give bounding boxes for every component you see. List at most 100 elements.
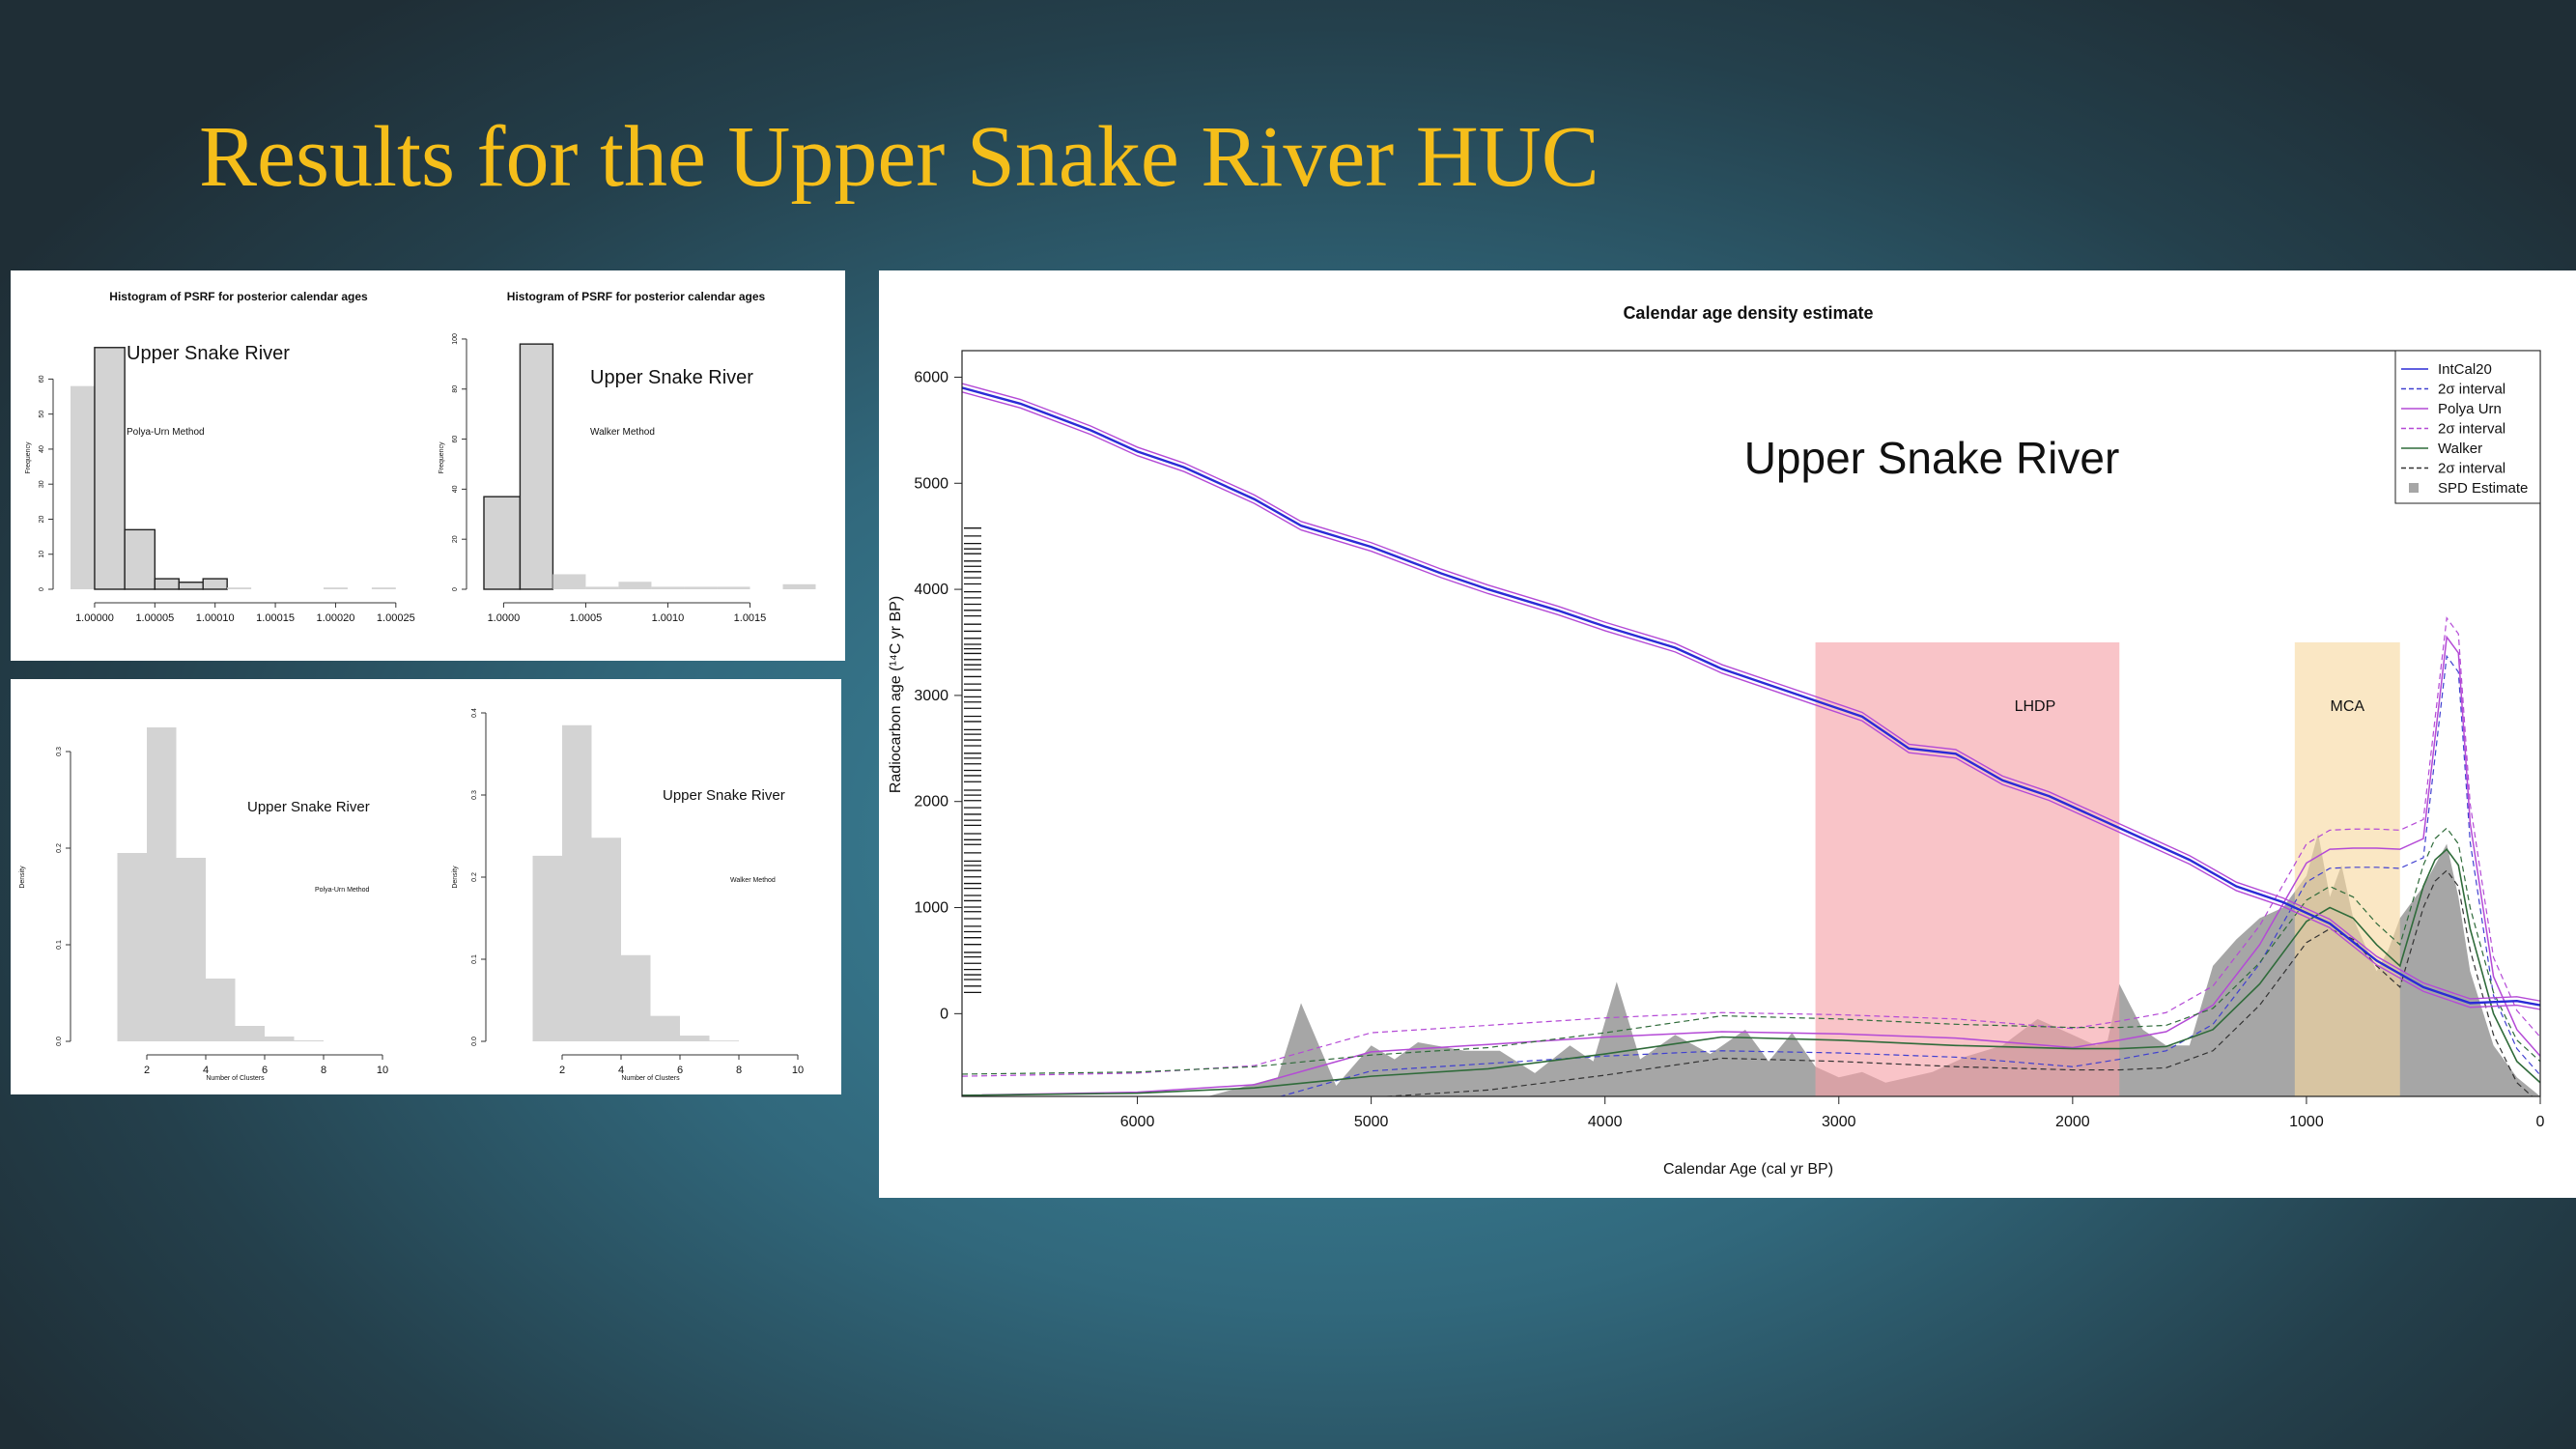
histogram-bar	[650, 1015, 680, 1041]
y-tick-label: 5000	[914, 475, 948, 492]
histogram-bar	[532, 855, 562, 1041]
histogram-bar	[552, 574, 586, 589]
y-axis-label: Density	[19, 866, 26, 889]
x-axis-label: Number of Clusters	[621, 1075, 680, 1082]
x-tick-label: 4	[203, 1065, 209, 1076]
y-tick-label: 0.1	[56, 940, 63, 950]
histogram-bar	[206, 979, 236, 1041]
histogram-bar	[294, 1040, 324, 1041]
histogram-bar	[709, 1040, 739, 1041]
x-tick-label: 1.00010	[196, 612, 235, 624]
y-tick-label: 40	[39, 445, 45, 453]
x-tick-label: 1.0005	[570, 612, 603, 624]
histogram-bar	[71, 385, 95, 589]
histogram-bar	[591, 838, 621, 1041]
river-label: Upper Snake River	[247, 799, 370, 815]
y-tick-label: 40	[452, 485, 459, 493]
histogram-bar	[483, 496, 522, 590]
legend-entry: IntCal20	[2438, 361, 2492, 378]
y-axis-label: Frequency	[439, 441, 445, 474]
y-tick-label: 50	[39, 411, 45, 418]
legend-entry: SPD Estimate	[2438, 480, 2528, 497]
psrf-histograms: Histogram of PSRF for posterior calendar…	[25, 290, 816, 624]
histogram-bar	[782, 583, 816, 589]
period-label-mca: MCA	[2331, 698, 2365, 715]
x-tick-label: 3000	[1822, 1114, 1856, 1130]
y-tick-label: 2000	[914, 794, 948, 810]
x-tick-label: 1000	[2289, 1114, 2324, 1130]
y-tick-label: 60	[39, 375, 45, 383]
y-tick-label: 100	[452, 333, 459, 345]
histogram-bar	[265, 1037, 295, 1041]
x-tick-label: 1.0015	[734, 612, 767, 624]
calendar-age-density-chart: Calendar age density estimate LHDP MCA 0 100…	[888, 303, 2545, 1178]
histogram-bar	[235, 1026, 265, 1041]
polya-interval-upper	[962, 616, 2540, 1077]
river-label: Upper Snake River	[663, 787, 785, 804]
intcal-interval-upper	[962, 383, 2540, 1002]
intcal-interval-lower	[962, 391, 2540, 1010]
method-label: Walker Method	[730, 877, 776, 884]
x-tick-label: 6	[262, 1065, 268, 1076]
river-label: Upper Snake River	[127, 343, 290, 364]
y-tick-label: 0.3	[56, 747, 63, 756]
x-tick-label: 8	[736, 1065, 742, 1076]
histogram-bar	[717, 586, 750, 589]
histogram-bar	[684, 586, 718, 589]
y-tick-label: 6000	[914, 369, 948, 385]
x-tick-label: 10	[377, 1065, 388, 1076]
y-tick-label: 0	[940, 1006, 948, 1022]
x-tick-label: 1.0010	[652, 612, 685, 624]
x-tick-label: 2	[559, 1065, 565, 1076]
y-axis-label: Density	[452, 866, 459, 889]
x-tick-label: 0	[2536, 1114, 2545, 1130]
histogram-bar	[154, 578, 180, 590]
y-tick-label: 0.2	[56, 843, 63, 853]
y-tick-label: 60	[452, 436, 459, 443]
y-tick-label: 20	[39, 515, 45, 523]
y-tick-label: 0.2	[471, 872, 478, 882]
y-tick-label: 3000	[914, 688, 948, 704]
method-label: Polya-Urn Method	[315, 887, 370, 894]
histogram-bar	[680, 1036, 710, 1041]
histogram-title: Histogram of PSRF for posterior calendar…	[507, 290, 766, 303]
x-tick-label: 5000	[1354, 1114, 1389, 1130]
histogram-bar	[519, 343, 554, 590]
legend-entry: Polya Urn	[2438, 401, 2502, 417]
histogram-bar	[124, 528, 156, 590]
psrf-histograms-panel: Histogram of PSRF for posterior calendar…	[11, 270, 845, 661]
legend-entry: Walker	[2438, 440, 2482, 457]
histogram-title: Histogram of PSRF for posterior calendar…	[109, 290, 368, 303]
x-tick-label: 1.00020	[317, 612, 355, 624]
intcal20-line	[962, 386, 2540, 1007]
cluster-histograms: 0.0 0.1 0.2 0.3 Density 2 4 6 8 10 Number of Clust…	[19, 708, 804, 1082]
legend-swatch	[2409, 483, 2419, 493]
density-chart-panel: Calendar age density estimate LHDP MCA 0 100…	[879, 270, 2576, 1198]
x-tick-label: 1.00025	[377, 612, 415, 624]
y-tick-label: 20	[452, 535, 459, 543]
histogram-bar	[227, 587, 252, 589]
radiocarbon-rug	[964, 527, 981, 994]
x-tick-label: 1.00000	[75, 612, 114, 624]
x-tick-label: 2	[144, 1065, 150, 1076]
x-tick-label: 2000	[2055, 1114, 2090, 1130]
y-tick-label: 0.0	[471, 1037, 478, 1046]
plot-frame	[961, 350, 2541, 1097]
x-tick-label: 10	[792, 1065, 804, 1076]
histogram-bar	[618, 582, 652, 589]
x-tick-label: 1.00005	[135, 612, 174, 624]
y-axis-label: Frequency	[25, 441, 32, 474]
x-tick-label: 4	[618, 1065, 624, 1076]
histogram-bar	[651, 586, 685, 589]
period-region-mca	[2294, 641, 2400, 1096]
histogram-bar	[371, 587, 396, 589]
y-tick-label: 0.0	[56, 1037, 63, 1046]
polya-urn-line	[962, 635, 2540, 1096]
y-tick-label: 1000	[914, 900, 948, 917]
x-tick-label: 6	[677, 1065, 683, 1076]
river-label: Upper Snake River	[590, 367, 753, 388]
y-tick-label: 0.3	[471, 790, 478, 800]
histogram-bar	[94, 347, 126, 590]
river-label: Upper Snake River	[1744, 433, 2120, 483]
histogram-bar	[178, 582, 204, 590]
